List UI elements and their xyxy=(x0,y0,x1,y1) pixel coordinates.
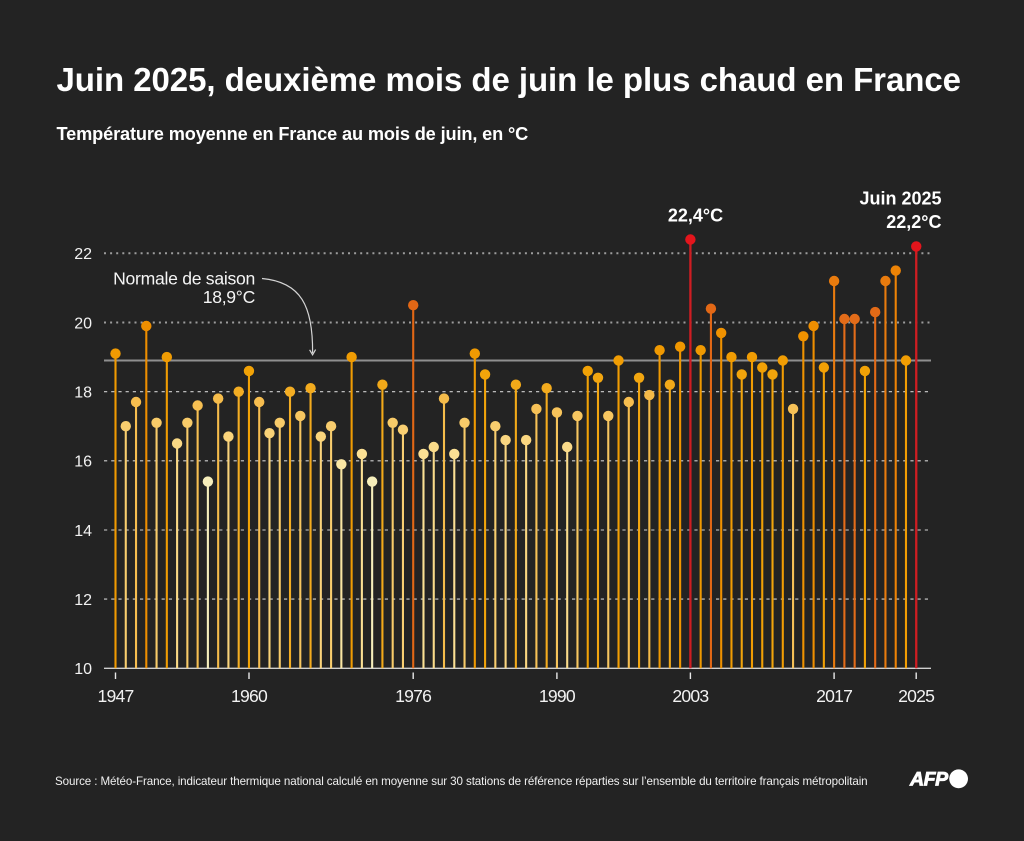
svg-text:AFP: AFP xyxy=(909,768,949,790)
svg-text:1976: 1976 xyxy=(395,686,432,706)
svg-text:1947: 1947 xyxy=(97,686,133,706)
svg-text:Juin 2025: Juin 2025 xyxy=(859,189,941,209)
svg-text:22,4°C: 22,4°C xyxy=(668,206,723,226)
svg-text:18,9°C: 18,9°C xyxy=(203,287,256,307)
svg-text:22: 22 xyxy=(74,246,92,263)
svg-text:Normale de saison: Normale de saison xyxy=(113,268,255,288)
svg-text:10: 10 xyxy=(74,661,92,678)
svg-text:2003: 2003 xyxy=(672,686,709,706)
svg-text:Température moyenne en France: Température moyenne en France au mois de… xyxy=(57,124,529,144)
svg-text:12: 12 xyxy=(74,592,92,609)
svg-text:14: 14 xyxy=(74,523,92,540)
svg-text:22,2°C: 22,2°C xyxy=(886,212,941,232)
svg-text:2017: 2017 xyxy=(816,686,852,706)
svg-text:1990: 1990 xyxy=(539,686,576,706)
svg-text:1960: 1960 xyxy=(231,686,268,706)
svg-text:2025: 2025 xyxy=(898,686,935,706)
svg-text:20: 20 xyxy=(74,315,92,332)
svg-text:16: 16 xyxy=(74,454,92,471)
svg-text:Source : Météo-France, indicat: Source : Météo-France, indicateur thermi… xyxy=(55,775,868,788)
svg-text:18: 18 xyxy=(74,385,92,402)
svg-text:Juin 2025, deuxième mois de ju: Juin 2025, deuxième mois de juin le plus… xyxy=(57,61,961,98)
